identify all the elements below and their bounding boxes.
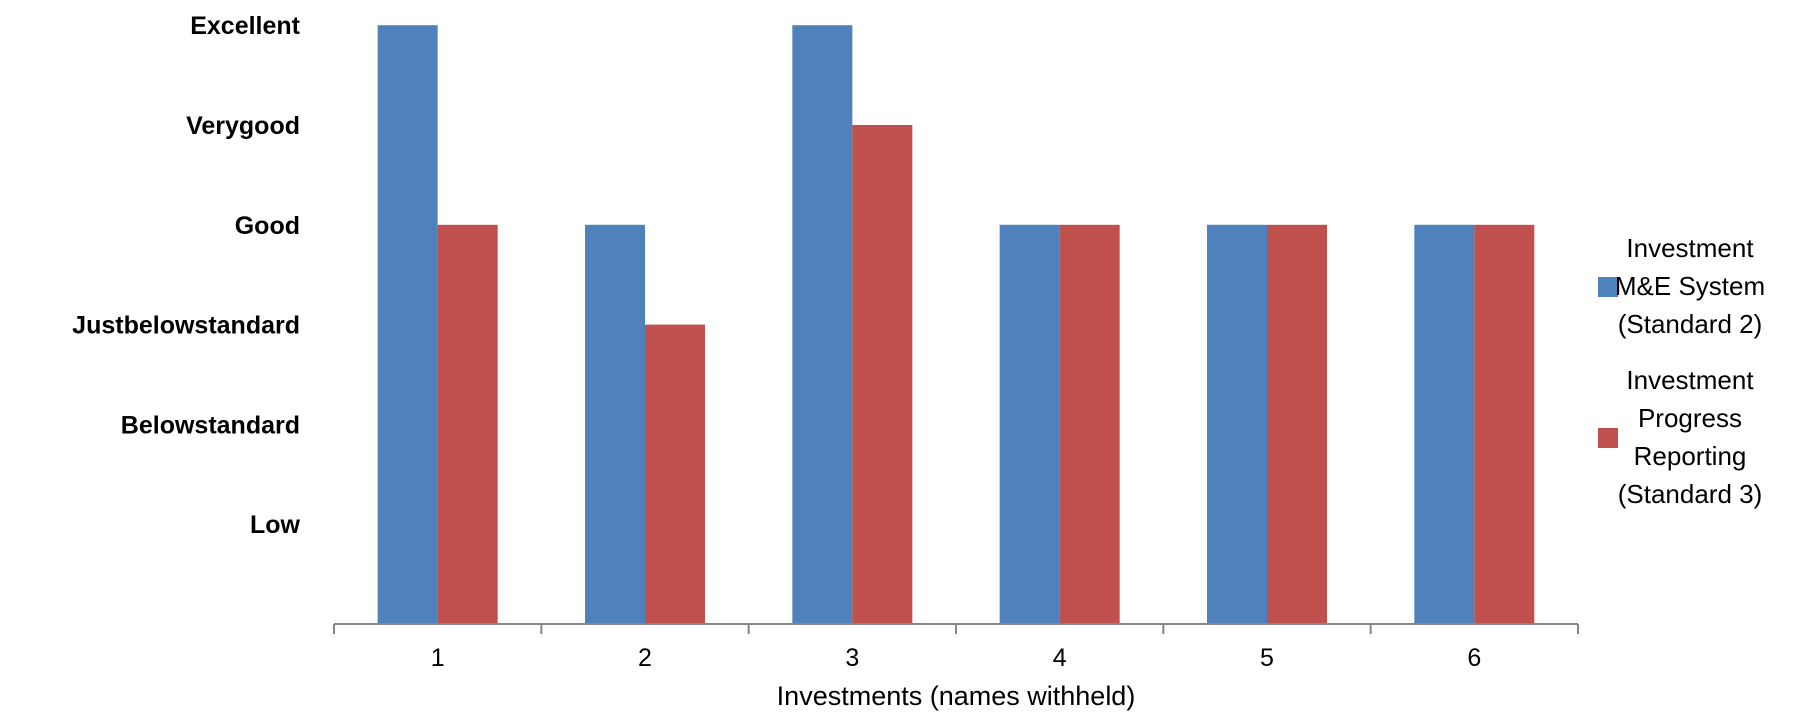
legend-label-series-1: M&E System bbox=[1615, 271, 1765, 301]
x-axis-label: Investments (names withheld) bbox=[777, 681, 1136, 711]
y-tick-label: Justbelowstandard bbox=[72, 312, 300, 340]
bar-series-1-cat-6 bbox=[1414, 225, 1474, 624]
x-tick-label: 2 bbox=[638, 644, 652, 672]
bar-series-2-cat-4 bbox=[1060, 225, 1120, 624]
bar-series-2-cat-5 bbox=[1267, 225, 1327, 624]
bar-series-2-cat-6 bbox=[1474, 225, 1534, 624]
legend: Investment M&E System (Standard 2) Investme… bbox=[1598, 233, 1765, 509]
bars-group bbox=[378, 25, 1535, 624]
bar-series-2-cat-1 bbox=[438, 225, 498, 624]
bar-series-1-cat-5 bbox=[1207, 225, 1267, 624]
legend-label-series-1: Investment bbox=[1626, 233, 1754, 263]
y-tick-label: Belowstandard bbox=[121, 411, 300, 439]
x-axis: 1 2 3 4 5 6 bbox=[334, 624, 1578, 672]
y-tick-label: Excellent bbox=[190, 12, 300, 40]
x-tick-label: 6 bbox=[1467, 644, 1481, 672]
bar-series-2-cat-2 bbox=[645, 325, 705, 624]
legend-swatch-series-2 bbox=[1598, 428, 1618, 448]
y-tick-label: Low bbox=[250, 511, 301, 539]
x-tick-label: 3 bbox=[845, 644, 859, 672]
x-tick-label: 5 bbox=[1260, 644, 1274, 672]
legend-label-series-2: (Standard 3) bbox=[1618, 479, 1763, 509]
bar-series-1-cat-4 bbox=[1000, 225, 1060, 624]
legend-label-series-2: Investment bbox=[1626, 365, 1754, 395]
bar-series-1-cat-1 bbox=[378, 25, 438, 624]
y-tick-label: Verygood bbox=[186, 112, 300, 140]
bar-series-2-cat-3 bbox=[852, 125, 912, 624]
legend-label-series-2: Reporting bbox=[1634, 441, 1747, 471]
y-tick-label: Good bbox=[235, 212, 300, 240]
x-tick-label: 4 bbox=[1053, 644, 1067, 672]
y-tick-labels: Low Belowstandard Justbelowstandard Good… bbox=[72, 12, 300, 539]
legend-label-series-2: Progress bbox=[1638, 403, 1742, 433]
legend-label-series-1: (Standard 2) bbox=[1618, 309, 1763, 339]
bar-series-1-cat-3 bbox=[792, 25, 852, 624]
x-tick-label: 1 bbox=[431, 644, 445, 672]
bar-series-1-cat-2 bbox=[585, 225, 645, 624]
